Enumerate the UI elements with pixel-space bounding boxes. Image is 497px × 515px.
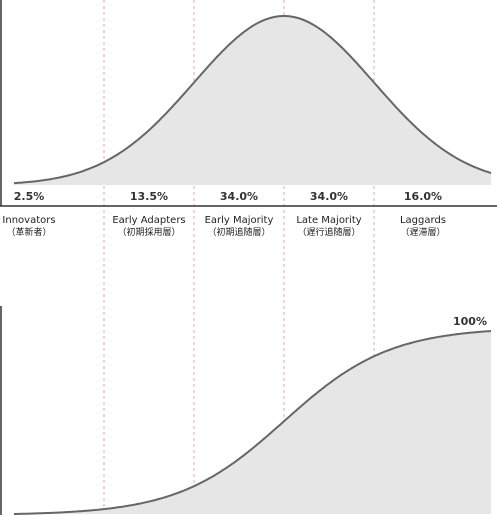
segment-share-labels: 2.5% 13.5% 34.0% 34.0% 16.0% bbox=[14, 190, 442, 203]
s-curve-area bbox=[14, 331, 491, 514]
bell-curve-chart: 2.5% 13.5% 34.0% 34.0% 16.0% Innovators（革新者）… bbox=[0, 0, 497, 238]
segment-share-label: 34.0% bbox=[220, 190, 258, 203]
segment-japanese-label: （遅行追随層） bbox=[297, 226, 360, 238]
segment-japanese-label: （初期追随層） bbox=[207, 226, 270, 238]
segment-japanese-label: （遅滞層） bbox=[400, 227, 445, 238]
segment-category-labels: Innovators（革新者） Early Adapters（初期採用層） Earl… bbox=[2, 215, 446, 238]
segment-share-label: 13.5% bbox=[130, 190, 168, 203]
s-curve-chart: 100% bbox=[0, 306, 492, 515]
segment-japanese-label: （初期採用層） bbox=[117, 226, 180, 238]
segment-name-label: Laggards bbox=[400, 215, 446, 226]
segment-share-label: 2.5% bbox=[14, 190, 45, 203]
segment-share-label: 16.0% bbox=[404, 190, 442, 203]
segment-name-label: Early Adapters bbox=[112, 215, 185, 226]
bell-curve-area bbox=[14, 16, 491, 185]
s-curve-end-label: 100% bbox=[453, 315, 487, 328]
segment-name-label: Innovators bbox=[2, 215, 55, 226]
s-curve-line bbox=[14, 330, 492, 515]
segment-name-label: Late Majority bbox=[296, 215, 361, 226]
segment-share-label: 34.0% bbox=[310, 190, 348, 203]
bell-curve-line bbox=[13, 15, 492, 185]
segment-japanese-label: （革新者） bbox=[6, 226, 51, 238]
segment-name-label: Early Majority bbox=[205, 215, 274, 226]
